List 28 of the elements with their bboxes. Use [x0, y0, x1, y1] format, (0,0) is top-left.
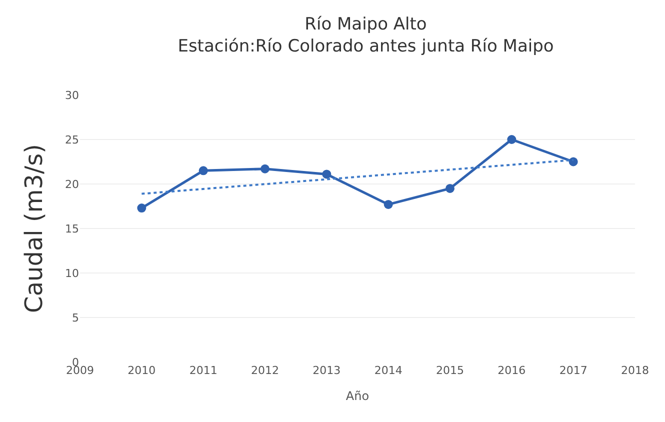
x-tick-label: 2018	[621, 364, 649, 377]
point	[322, 170, 332, 179]
y-tick-label: 30	[65, 88, 79, 102]
x-tick-label: 2011	[189, 364, 218, 377]
point	[507, 135, 516, 144]
x-tick-label: 2013	[312, 364, 341, 377]
x-axis-title: Año	[346, 388, 370, 403]
x-tick-label: 2012	[251, 364, 279, 377]
x-tick-label: 2016	[498, 364, 526, 377]
x-tick-label: 2015	[436, 364, 464, 377]
point	[137, 204, 146, 213]
y-tick-label: 15	[65, 222, 79, 236]
point	[384, 200, 393, 209]
point	[260, 164, 270, 174]
y-axis-title: Caudal (m3/s)	[20, 144, 48, 313]
y-tick-label: 5	[72, 311, 79, 324]
x-tick-label: 2010	[128, 364, 156, 377]
chart-subtitle: Estación:Río Colorado antes junta Río Maipo	[178, 36, 554, 57]
y-tick-label: 10	[65, 266, 79, 280]
x-tick-label: 2014	[374, 364, 402, 377]
y-tick-label: 20	[65, 178, 79, 191]
point	[568, 157, 578, 166]
point	[198, 166, 208, 176]
y-tick-label: 25	[65, 133, 79, 146]
chart-title: Río Maipo Alto	[304, 14, 427, 35]
point	[446, 184, 454, 193]
x-tick-label: 2017	[559, 364, 588, 377]
x-tick-label: 2009	[66, 364, 94, 377]
